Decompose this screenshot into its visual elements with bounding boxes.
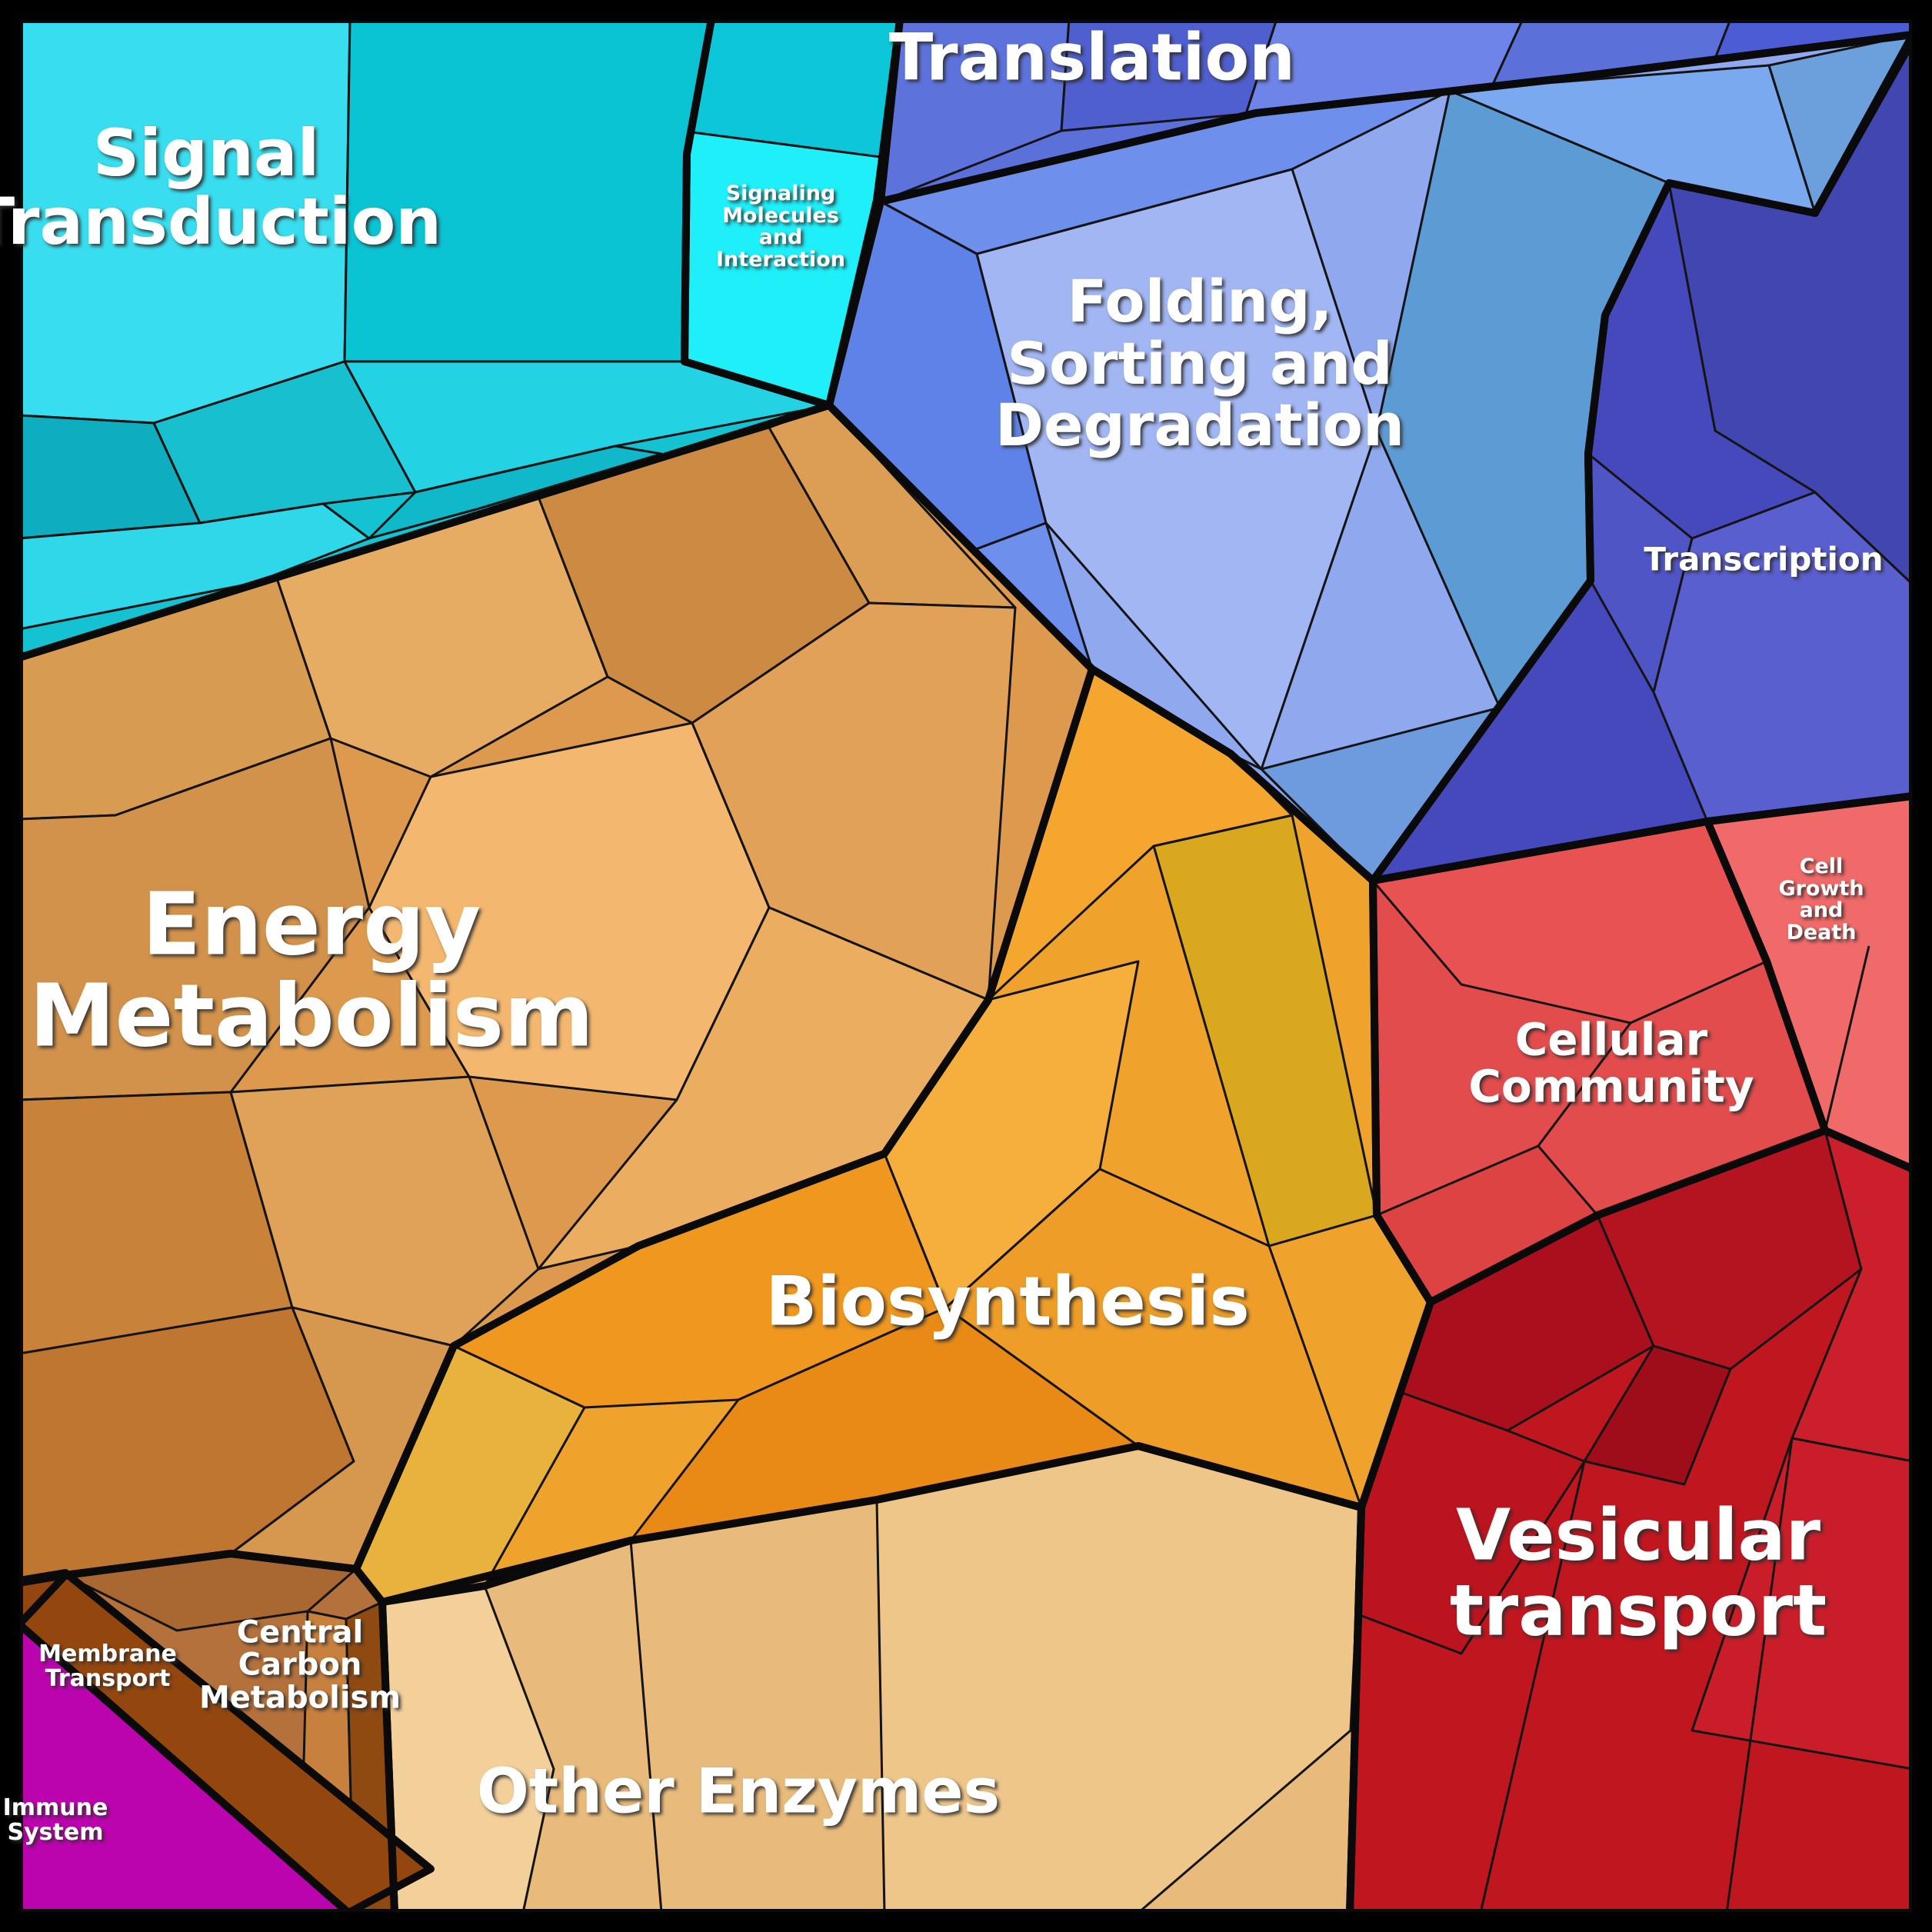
signaling-molecules-subcell [691, 18, 901, 159]
signal-subcell [18, 18, 351, 425]
biosynthesis-subcell [944, 1168, 1363, 1509]
region-membrane-transport-area [19, 1573, 431, 1913]
cellular-community-divider [1537, 1022, 1632, 1147]
signal-subcell [343, 18, 713, 363]
vesicular-divider [1725, 1437, 1794, 1914]
vesicular-subcell [1583, 1344, 1732, 1486]
energy-subcell [691, 601, 1017, 1001]
region-fills [18, 18, 1914, 1914]
region-cell-growth-death-area [1707, 796, 1913, 1169]
signal-subcell [343, 360, 831, 494]
other-enzymes-divider [629, 1540, 663, 1914]
vesicular-divider [1479, 1461, 1586, 1914]
cell-growth-death-divider [1824, 945, 1870, 1131]
signal-subcell [152, 360, 417, 525]
signal-subcell [368, 445, 663, 540]
energy-subcell [229, 1075, 540, 1347]
